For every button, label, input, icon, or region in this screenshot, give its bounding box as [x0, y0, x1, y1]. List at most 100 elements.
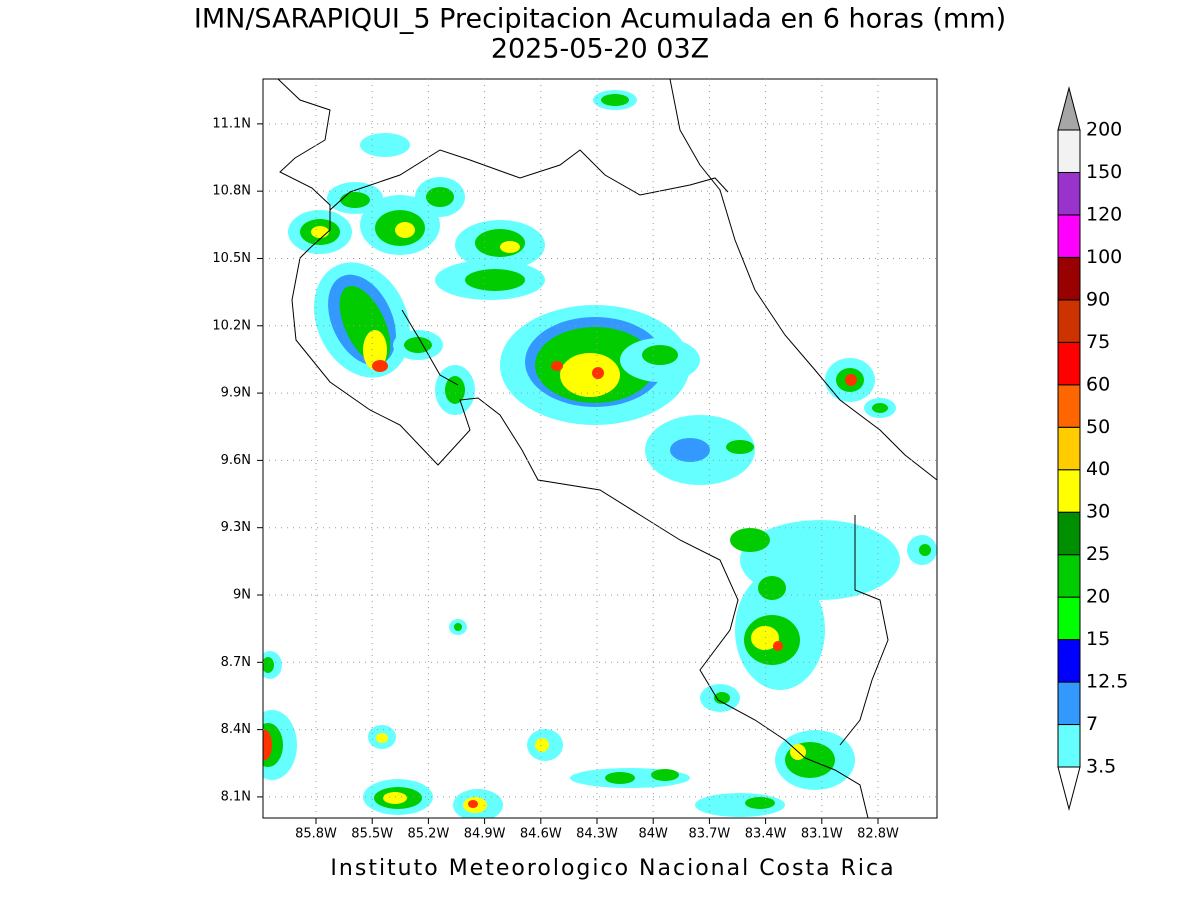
map-frame	[262, 78, 938, 819]
colorbar-label: 100	[1086, 246, 1122, 268]
rain-area	[454, 623, 462, 631]
rain-area	[468, 800, 478, 808]
rain-area	[372, 360, 388, 372]
x-tick-label: 84.3W	[576, 827, 618, 842]
colorbar-below	[1057, 766, 1081, 811]
rain-area	[670, 438, 710, 462]
colorbar-segment	[1057, 469, 1081, 513]
colorbar-label: 60	[1086, 373, 1110, 395]
colorbar-label: 90	[1086, 288, 1110, 310]
rain-area	[445, 376, 465, 404]
rain-area	[592, 367, 604, 379]
rain-area	[363, 330, 387, 370]
colorbar-label: 150	[1086, 161, 1122, 183]
rain-area	[360, 133, 410, 157]
colorbar-label: 3.5	[1086, 756, 1116, 778]
colorbar-label: 15	[1086, 628, 1110, 650]
colorbar-segment	[1057, 256, 1081, 301]
colorbar-segment	[1057, 171, 1081, 216]
rain-area	[605, 772, 635, 784]
colorbar-segment	[1057, 639, 1081, 683]
rain-area	[465, 269, 525, 291]
rain-area	[773, 641, 783, 651]
x-tick-label: 82.8W	[857, 827, 899, 842]
rain-area	[919, 544, 931, 556]
title: IMN/SARAPIQUI_5 Precipitacion Acumulada …	[194, 4, 1006, 35]
rain-area	[426, 187, 454, 207]
colorbar-segment	[1057, 129, 1081, 173]
colorbar-label: 12.5	[1086, 671, 1128, 693]
x-tick-label: 83.7W	[688, 827, 730, 842]
rain-area	[845, 374, 857, 386]
rain-area	[758, 576, 786, 600]
colorbar-above	[1057, 86, 1081, 131]
precipitation-field	[263, 90, 937, 818]
rain-area	[376, 733, 388, 743]
rain-area	[551, 361, 563, 371]
rain-area	[642, 345, 678, 365]
rain-area	[395, 222, 415, 238]
y-tick-label: 10.5N	[212, 251, 251, 266]
rain-area	[404, 337, 432, 353]
colorbar-label: 200	[1086, 119, 1122, 141]
colorbar-segment	[1057, 341, 1081, 386]
colorbar-segment	[1057, 724, 1081, 768]
rain-area	[601, 94, 629, 106]
y-tick-label: 9.3N	[221, 520, 251, 535]
caribbean-coast	[669, 79, 937, 481]
y-tick-label: 9.9N	[221, 386, 251, 401]
rain-area	[383, 792, 407, 804]
colorbar-label: 40	[1086, 458, 1110, 480]
y-tick-label: 11.1N	[212, 116, 251, 131]
colorbar-label: 25	[1086, 543, 1110, 565]
colorbar: 3.5 7 12.5 15 20 25 30 40 50 60 75 90 100 120 150 200	[1057, 86, 1128, 811]
rain-area	[730, 528, 770, 552]
colorbar-segment	[1057, 299, 1081, 343]
rain-area	[751, 626, 779, 650]
colorbar-segment	[1057, 596, 1081, 641]
rain-area	[651, 769, 679, 781]
x-tick-label: 84.6W	[520, 827, 562, 842]
y-tick-label: 8.7N	[221, 655, 251, 670]
colorbar-segment	[1057, 384, 1081, 428]
colorbar-label: 7	[1086, 713, 1098, 735]
subtitle: 2025-05-20 03Z	[491, 34, 709, 65]
panama-border	[839, 515, 889, 746]
rain-area	[726, 440, 754, 454]
colorbar-segment	[1057, 214, 1081, 258]
gulf-coast	[401, 309, 459, 386]
rain-area	[745, 797, 775, 809]
rain-area	[535, 738, 549, 752]
rain-area	[560, 353, 620, 397]
x-tick-label: 83.1W	[801, 827, 843, 842]
footer: Instituto Meteorologico Nacional Costa R…	[330, 856, 895, 881]
x-tick-label: 85.8W	[295, 827, 337, 842]
rain-area	[311, 226, 329, 238]
y-tick-label: 10.2N	[212, 318, 251, 333]
colorbar-segment	[1057, 511, 1081, 556]
x-tick-label: 85.2W	[408, 827, 450, 842]
colorbar-label: 75	[1086, 331, 1110, 353]
y-tick-label: 8.1N	[221, 789, 251, 804]
colorbar-label: 20	[1086, 586, 1110, 608]
y-tick-label: 10.8N	[212, 184, 251, 199]
rain-area	[872, 403, 888, 413]
x-tick-label: 83.4W	[745, 827, 787, 842]
colorbar-segment	[1057, 554, 1081, 598]
x-tick-label: 85.5W	[351, 827, 393, 842]
rain-area	[475, 229, 525, 257]
coastlines	[277, 79, 937, 818]
rain-area	[714, 692, 730, 704]
y-tick-label: 9N	[233, 587, 251, 602]
rain-area	[340, 192, 370, 208]
y-tick-label: 8.4N	[221, 722, 251, 737]
colorbar-label: 120	[1086, 203, 1122, 225]
national-border	[329, 149, 729, 211]
rain-area	[263, 657, 274, 673]
pacific-coast	[277, 79, 869, 818]
colorbar-segment	[1057, 426, 1081, 471]
rain-area	[500, 241, 520, 253]
y-tick-label: 9.6N	[221, 453, 251, 468]
rain-area	[263, 730, 272, 760]
